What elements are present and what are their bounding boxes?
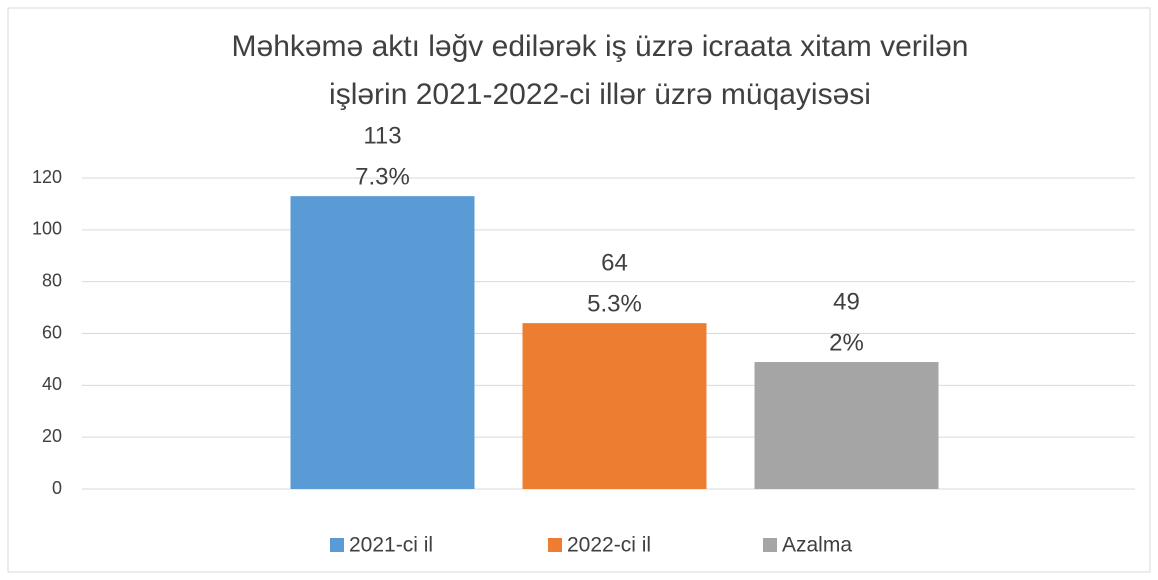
bar: [522, 323, 707, 489]
legend-swatch: [548, 538, 562, 552]
y-tick-label: 100: [32, 219, 62, 239]
chart-title: işlərin 2021-2022-ci illər üzrə müqayisə…: [329, 78, 871, 111]
legend-label: Azalma: [782, 534, 852, 557]
data-label: 113: [363, 122, 401, 149]
data-label: 64: [601, 249, 628, 276]
y-tick-label: 0: [52, 478, 62, 498]
y-tick-label: 40: [42, 374, 62, 394]
share-label: 7.3%: [355, 163, 410, 190]
legend-swatch: [330, 538, 344, 552]
legend-label: 2022-ci il: [567, 534, 651, 557]
legend-swatch: [763, 538, 777, 552]
y-tick-label: 20: [42, 426, 62, 446]
y-tick-label: 60: [42, 322, 62, 342]
bar: [754, 362, 939, 489]
y-tick-label: 80: [42, 270, 62, 290]
data-label: 49: [833, 288, 860, 315]
chart-title: Məhkəmə aktı ləğv edilərək iş üzrə icraa…: [232, 30, 969, 63]
legend-label: 2021-ci il: [349, 534, 433, 557]
share-label: 2%: [829, 329, 864, 356]
share-label: 5.3%: [587, 290, 642, 317]
y-tick-label: 120: [32, 167, 62, 187]
bar: [290, 196, 475, 489]
